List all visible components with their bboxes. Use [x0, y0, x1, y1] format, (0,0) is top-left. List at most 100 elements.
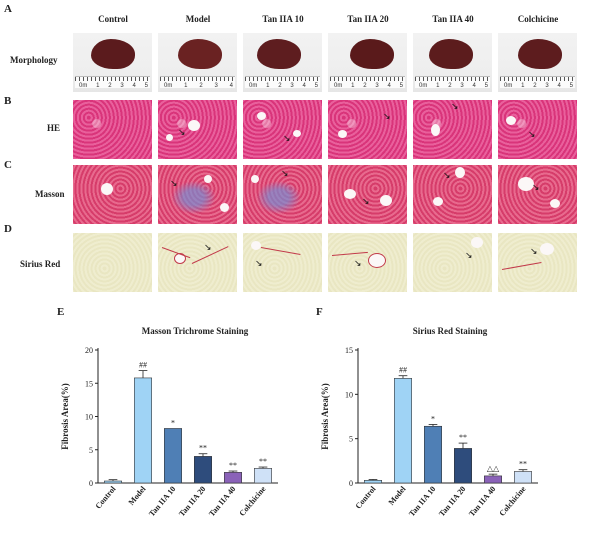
panel-letter-c: C — [4, 159, 12, 171]
bar-5 — [254, 468, 273, 484]
masson-micrograph-tan-iia-40: ↘ — [413, 165, 492, 224]
morphology-photo-tan-iia-20: 0m 1 2 3 4 5 — [328, 33, 407, 92]
significance-label: ## — [139, 361, 147, 370]
bar-4 — [224, 472, 243, 484]
x-tick-label: Tan IIA 40 — [207, 485, 237, 519]
x-tick-label: Colchicine — [237, 484, 267, 518]
y-tick-label: 15 — [85, 379, 93, 388]
column-header-colchicine: Colchicine — [517, 14, 559, 24]
column-header-model: Model — [185, 14, 211, 24]
masson-micrograph-tan-iia-20: ↘ — [328, 165, 407, 224]
significance-label: ** — [519, 460, 527, 469]
sirius-micrograph-model: ↘ — [158, 233, 237, 292]
morphology-photo-control: 0m 1 2 3 4 5 — [73, 33, 152, 92]
x-tick-label: Tan IIA 40 — [467, 485, 497, 519]
ruler-numbers: 0m 1 2 3 4 5 — [249, 83, 318, 89]
y-tick-label: 15 — [345, 346, 353, 355]
ruler — [160, 76, 235, 88]
arrow-icon: ↘ — [255, 259, 263, 269]
he-micrograph-control — [73, 100, 152, 159]
chart-f-title: Sirius Red Staining — [412, 326, 488, 336]
he-micrograph-tan-iia-10: ↘ — [243, 100, 322, 159]
arrow-icon: ↘ — [532, 183, 540, 193]
significance-label: ** — [199, 444, 207, 453]
ruler-numbers: 0m 1 2 3 4 — [164, 83, 233, 89]
liver-specimen — [429, 39, 473, 69]
arrow-icon: ↘ — [170, 179, 178, 189]
bar-1 — [134, 377, 153, 484]
morphology-photo-model: 0m 1 2 3 4 — [158, 33, 237, 92]
morphology-photo-tan-iia-40: 0m 1 2 3 4 5 — [413, 33, 492, 92]
sirius-micrograph-tan-iia-10: ↘ — [243, 233, 322, 292]
masson-micrograph-control — [73, 165, 152, 224]
column-header-tan-iia-20: Tan IIA 20 — [347, 14, 389, 24]
chart-e-title: Masson Trichrome Staining — [141, 326, 249, 336]
arrow-icon: ↘ — [528, 130, 536, 140]
panel-letter-d: D — [4, 223, 12, 235]
he-micrograph-tan-iia-20: ↘ — [328, 100, 407, 159]
he-micrograph-model: ↘ — [158, 100, 237, 159]
significance-label: △△ — [487, 464, 500, 473]
bar-1 — [394, 378, 413, 484]
arrow-icon: ↘ — [383, 112, 391, 122]
x-tick-label: Tan IIA 10 — [407, 485, 437, 519]
bar-0 — [103, 480, 122, 484]
y-axis-label: Fibrosis Area(%) — [60, 383, 70, 449]
panel-letter-e: E — [57, 306, 65, 318]
bar-4 — [484, 475, 503, 484]
x-tick-label: Colchicine — [497, 484, 527, 518]
x-tick-label: Model — [127, 484, 148, 507]
arrow-icon: ↘ — [362, 197, 370, 207]
significance-label: ** — [259, 457, 267, 466]
significance-label: ** — [459, 433, 467, 442]
sirius-micrograph-control — [73, 233, 152, 292]
panel-letter-a: A — [4, 3, 12, 15]
ruler — [330, 76, 405, 88]
significance-label: * — [431, 414, 435, 423]
bar-2 — [424, 425, 443, 484]
bar-3 — [194, 456, 213, 484]
masson-micrograph-tan-iia-10: ↘ — [243, 165, 322, 224]
liver-specimen — [257, 39, 301, 69]
x-tick-label: Tan IIA 20 — [177, 485, 207, 519]
ruler — [75, 76, 150, 88]
ruler-numbers: 0m 1 2 3 4 5 — [79, 83, 148, 89]
bar-5 — [514, 471, 533, 484]
row-label-masson: Masson — [35, 189, 65, 199]
liver-specimen — [350, 39, 394, 69]
x-tick-label: Control — [94, 484, 118, 511]
y-axis-label: Fibrosis Area(%) — [320, 383, 330, 449]
column-header-tan-iia-10: Tan IIA 10 — [262, 14, 304, 24]
chart-f-sirius: 0 5 10 15 Fibrosis Area(%) Control ## Model * Tan… — [320, 346, 538, 519]
arrow-icon: ↘ — [204, 243, 212, 253]
x-tick-label: Model — [387, 484, 408, 507]
arrow-icon: ↘ — [178, 128, 186, 138]
column-header-tan-iia-40: Tan IIA 40 — [432, 14, 474, 24]
column-header-control: Control — [98, 14, 128, 24]
arrow-icon: ↘ — [281, 169, 289, 179]
ruler — [500, 76, 575, 88]
arrow-icon: ↘ — [354, 259, 362, 269]
liver-specimen — [178, 39, 222, 69]
row-label-he: HE — [47, 123, 61, 133]
x-tick-label: Tan IIA 10 — [147, 485, 177, 519]
x-tick-label: Control — [354, 484, 378, 511]
liver-specimen — [91, 39, 135, 69]
y-tick-label: 10 — [345, 390, 353, 399]
bar-2 — [164, 428, 183, 484]
ruler — [415, 76, 490, 88]
y-tick-label: 0 — [349, 479, 353, 488]
panel-letter-f: F — [316, 306, 323, 318]
liver-specimen — [518, 39, 562, 69]
y-tick-label: 5 — [349, 435, 353, 444]
x-tick-label: Tan IIA 20 — [437, 485, 467, 519]
ruler-numbers: 0m 1 2 3 4 5 — [334, 83, 403, 89]
bar-3 — [454, 448, 473, 484]
sirius-micrograph-tan-iia-40: ↘ — [413, 233, 492, 292]
significance-label: * — [171, 418, 175, 427]
sirius-micrograph-colchicine: ↘ — [498, 233, 577, 292]
y-tick-label: 0 — [89, 479, 93, 488]
arrow-icon: ↘ — [530, 247, 538, 257]
he-micrograph-tan-iia-40: ↘ — [413, 100, 492, 159]
morphology-photo-tan-iia-10: 0m 1 2 3 4 5 — [243, 33, 322, 92]
